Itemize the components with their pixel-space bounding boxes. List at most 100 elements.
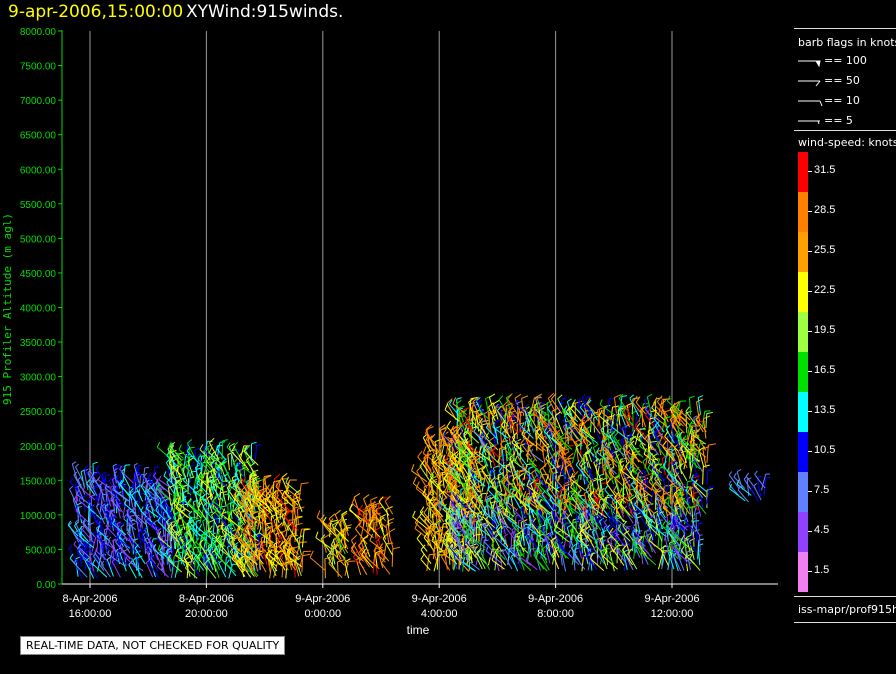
wind-barb-feather-1636 [640, 546, 645, 553]
wind-barb-1860 [481, 452, 489, 467]
wind-barb-feather-92 [93, 513, 97, 518]
wind-barb-feather-1022 [412, 476, 417, 484]
wind-barb-2112 [545, 481, 560, 493]
wind-barb-2263 [589, 418, 601, 435]
wind-barb-feather-1514 [575, 533, 579, 539]
wind-barb-1010 [382, 538, 393, 556]
wind-barb-2344 [614, 446, 627, 457]
wind-barb-feather-1234 [452, 547, 458, 551]
wind-barb-feather-1156 [447, 441, 454, 448]
wind-barb-feather-376 [163, 471, 167, 477]
wind-barb-752 [240, 501, 252, 514]
wind-barb-feather-1290 [469, 530, 473, 535]
wind-barb-1529 [584, 531, 598, 543]
wind-barb-2434 [636, 477, 653, 491]
wind-barb-1943 [506, 429, 512, 446]
wind-barb-594 [228, 564, 233, 579]
wind-barb-feather-914 [330, 519, 338, 523]
wind-barb-2104 [544, 433, 556, 450]
wind-barb-feather-1095 [431, 454, 436, 462]
wind-barb-1713 [686, 498, 692, 517]
wind-barb-2103 [547, 448, 556, 464]
wind-barb-feather-1374 [507, 514, 511, 519]
wind-barb-1944 [500, 424, 512, 438]
wind-barb-feather-807 [258, 508, 264, 516]
wind-barb-feather-1001 [372, 509, 377, 517]
wind-barb-1916 [501, 449, 505, 469]
wind-barb-2056 [527, 439, 543, 452]
wind-barb-2237 [586, 428, 595, 445]
wind-barb-2145 [557, 398, 567, 416]
wind-barb-feather-358 [166, 517, 171, 523]
wind-barb-2208 [576, 404, 585, 421]
wind-barb-feather-203 [123, 514, 127, 519]
wind-barb-feather-1242 [450, 500, 455, 504]
wind-barb-2342 [613, 490, 627, 504]
wind-barb-feather-2484 [651, 401, 656, 409]
wind-barb-66 [97, 544, 102, 565]
wind-barb-574 [211, 501, 223, 513]
wind-barb-feather-147 [112, 515, 117, 519]
wind-barb-1530 [589, 517, 598, 536]
wind-barb-feather-1308 [475, 521, 479, 527]
wind-barb-feather-2196 [571, 399, 576, 405]
wind-barb-2220 [577, 494, 592, 509]
wind-barb-1471 [558, 546, 573, 559]
wind-barb-feather-709 [256, 444, 262, 446]
wind-barb-536 [204, 563, 217, 579]
wind-barb-feather-2004 [515, 399, 519, 404]
wind-barb-feather-1542 [589, 552, 594, 559]
wind-barb-feather-837 [266, 535, 271, 543]
wind-barb-feather-140 [112, 463, 118, 467]
wind-barb-113 [109, 550, 113, 566]
wind-barb-1280 [475, 550, 481, 566]
wind-barb-feather-1338 [494, 546, 500, 553]
wind-barb-1479 [574, 535, 579, 553]
wind-barb-879 [280, 500, 293, 514]
wind-barb-530 [200, 477, 214, 491]
wind-barb-feather-1467 [555, 520, 560, 527]
wind-barb-1300 [473, 551, 487, 565]
wind-barb-feather-76 [88, 465, 92, 470]
wind-barb-2127 [562, 439, 567, 456]
wind-barb-feather-1610 [636, 511, 642, 516]
wind-barb-feather-41 [76, 547, 80, 553]
wind-barb-feather-900 [284, 486, 289, 493]
wind-barb-1900 [492, 403, 499, 420]
wind-barb-feather-290 [150, 483, 155, 489]
wind-barb-1732 [440, 503, 457, 516]
wind-barb-feather-1896 [483, 443, 488, 449]
wind-barb-2032 [525, 455, 537, 467]
wind-barb-feather-2064 [533, 477, 539, 485]
wind-barb-614 [224, 475, 233, 489]
wind-barb-feather-2431 [643, 493, 650, 498]
wind-barb-1316 [485, 547, 496, 566]
wind-barb-2296 [612, 486, 615, 505]
wind-barb-feather-2474 [651, 481, 656, 489]
wind-barb-feather-1260 [454, 535, 458, 540]
wind-barb-2461 [657, 399, 663, 416]
wind-barb-980 [359, 524, 374, 539]
wind-barb-feather-978 [361, 548, 367, 555]
wind-barb-feather-1263 [456, 522, 460, 526]
wind-barb-feather-2393 [629, 394, 635, 399]
wind-barb-feather-1028 [420, 553, 425, 560]
wind-barb-feather-1275 [463, 519, 469, 525]
wind-barb-257 [145, 547, 156, 560]
wind-barb-feather-754 [243, 481, 250, 488]
wind-barb-feather-1680 [666, 520, 671, 526]
wind-barb-1527 [596, 539, 599, 559]
wind-barb-1375 [508, 503, 522, 519]
wind-barb-1144 [443, 553, 458, 565]
wind-barb-2095 [541, 420, 553, 433]
wind-barb-feather-345 [160, 500, 165, 505]
wind-barb-feather-1901 [487, 485, 492, 491]
wind-barb-feather-1689 [669, 524, 673, 529]
wind-barb-feather-2080 [537, 431, 543, 438]
wind-barb-feather-2295 [597, 489, 602, 496]
wind-barb-760 [241, 531, 255, 548]
wind-barb-1658 [667, 552, 672, 570]
wind-barb-feather-2131 [554, 411, 562, 417]
wind-barb-feather-2116 [561, 437, 569, 439]
wind-barb-feather-714 [244, 525, 249, 531]
